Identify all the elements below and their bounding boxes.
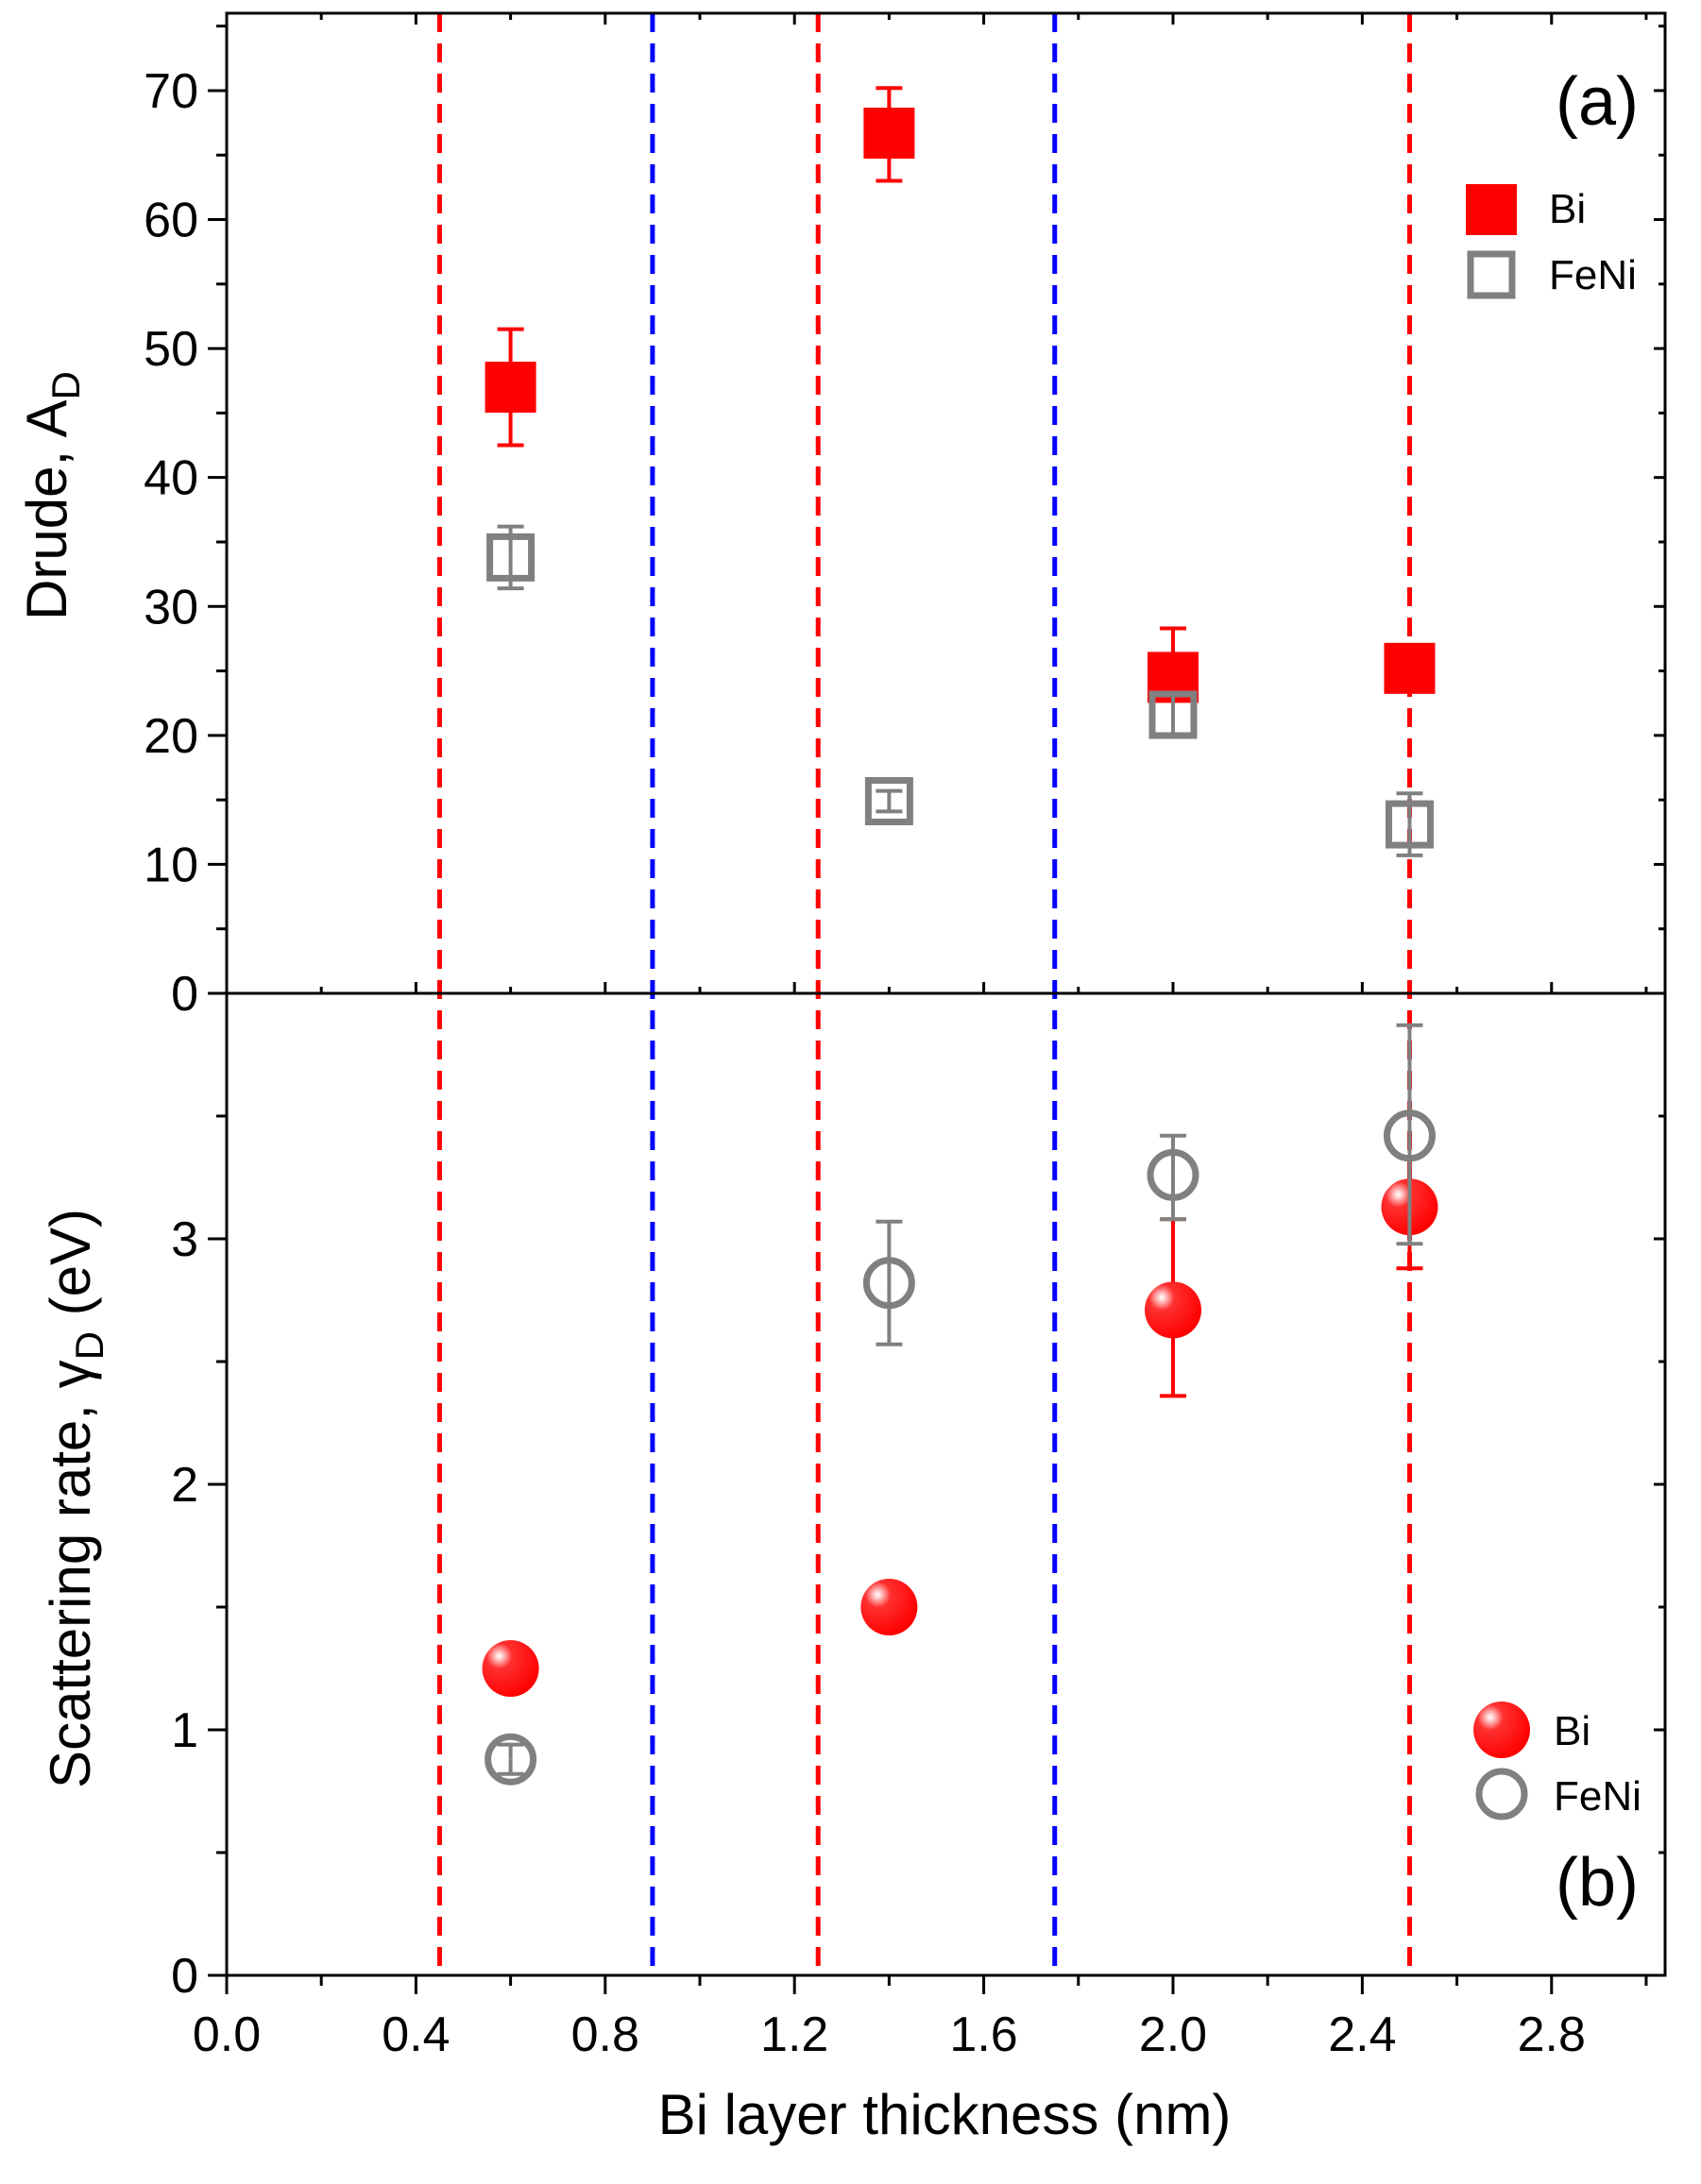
feni-scattering-point <box>1147 1148 1199 1201</box>
x-tick-label: 1.6 <box>949 2007 1017 2062</box>
y-tick-label-top: 20 <box>144 709 198 764</box>
bi-drude-point <box>863 108 915 160</box>
y-tick-label-bottom: 1 <box>171 1703 198 1758</box>
panel-a-label: (a) <box>1556 64 1639 140</box>
y-tick-label-bottom: 0 <box>171 1949 198 2004</box>
x-tick-label: 2.4 <box>1328 2007 1396 2062</box>
x-tick-label: 0.8 <box>571 2007 639 2062</box>
y-tick-label-top: 50 <box>144 322 198 377</box>
x-tick-label: 2.0 <box>1139 2007 1207 2062</box>
bi-drude-point <box>1384 642 1436 694</box>
y-tick-label-top: 0 <box>171 967 198 1022</box>
plot-layer: 0 10 20 30 40 50 60 70 0 1 2 3 0.0 0.4 0.8 1.2 1.6 2.0 2.4… <box>144 11 1667 2062</box>
legend-a-feni-marker <box>1467 250 1516 299</box>
bi-scattering-point <box>482 1640 539 1697</box>
panel-b-label: (b) <box>1556 1845 1639 1921</box>
legend-a-bi-marker <box>1466 184 1517 235</box>
legend-b-bi-marker <box>1473 1701 1530 1758</box>
y-tick-label-bottom: 2 <box>171 1458 198 1513</box>
y-axis-title-bottom-main: Scattering rate, γ <box>39 1360 102 1788</box>
frame-top <box>225 11 1667 995</box>
bi-scattering-point <box>1144 1281 1201 1339</box>
y-axis-title-top-sub: D <box>43 371 88 399</box>
feni-scattering-point <box>1383 1109 1436 1162</box>
y-axis-title-top: Drude, AD <box>15 371 88 620</box>
y-tick-label-bottom: 3 <box>171 1212 198 1267</box>
feni-drude-point <box>1148 690 1198 739</box>
y-axis-title-bottom: Scattering rate, γD (eV) <box>39 1209 111 1788</box>
bi-drude-point <box>485 362 536 414</box>
x-tick-label: 1.2 <box>760 2007 828 2062</box>
top-panel-texts: (a) Bi FeNi Drude, AD <box>15 64 1639 620</box>
y-tick-label-top: 10 <box>144 838 198 892</box>
legend-b-feni-label: FeNi <box>1554 1773 1641 1820</box>
feni-drude-point <box>864 776 913 825</box>
feni-scattering-point <box>485 1733 537 1786</box>
x-tick-label: 0.4 <box>382 2007 450 2062</box>
y-axis-title-bottom-suffix: (eV) <box>39 1209 102 1331</box>
legend-a-bi-label: Bi <box>1549 186 1586 232</box>
y-axis-title-bottom-sub: D <box>67 1331 111 1360</box>
x-axis-title: Bi layer thickness (nm) <box>658 2083 1232 2146</box>
y-tick-label-top: 70 <box>144 64 198 119</box>
x-tick-label: 2.8 <box>1518 2007 1586 2062</box>
bottom-panel-texts: (b) Bi FeNi Scattering rate, γD (eV) Bi … <box>39 1209 1641 2146</box>
legend-a-feni-label: FeNi <box>1549 252 1637 298</box>
bi-scattering-point <box>860 1579 918 1635</box>
y-tick-label-top: 30 <box>144 580 198 635</box>
x-tick-label: 0.0 <box>193 2007 261 2062</box>
feni-scattering-point <box>862 1257 915 1310</box>
legend-b-bi-label: Bi <box>1554 1708 1590 1754</box>
y-tick-label-top: 60 <box>144 194 198 248</box>
legend-b-feni-marker <box>1475 1768 1528 1820</box>
feni-drude-point <box>1385 800 1434 849</box>
y-tick-label-top: 40 <box>144 451 198 506</box>
feni-drude-point <box>486 533 536 582</box>
y-axis-title-top-main: Drude, A <box>15 399 78 619</box>
frame-bottom <box>225 991 1667 1977</box>
